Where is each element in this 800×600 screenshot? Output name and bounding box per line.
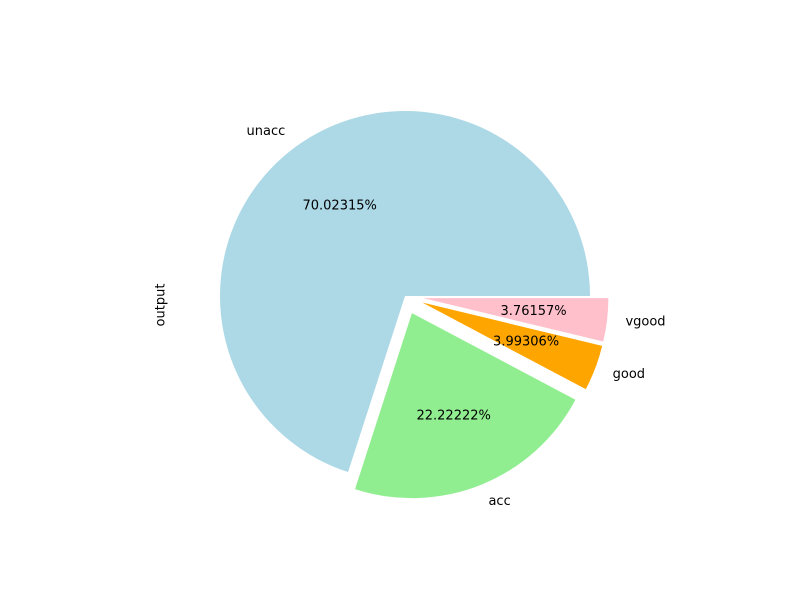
- slice-percent-label-acc: 22.22222%: [416, 408, 490, 423]
- slice-percent-label-good: 3.99306%: [493, 334, 559, 349]
- pie-slices: [220, 111, 609, 499]
- y-axis-label: output: [154, 284, 169, 327]
- slice-category-label-acc: acc: [488, 494, 510, 509]
- pie-slice-vgood: [423, 298, 609, 342]
- slice-percent-label-unacc: 70.02315%: [302, 199, 376, 214]
- pie-slice-acc: [355, 313, 576, 499]
- pie-labels: 70.02315% unacc 22.22222% acc 3.99306% good 3.…: [247, 124, 666, 509]
- pie-slice-unacc: [220, 111, 591, 473]
- pie-slice-good: [422, 302, 603, 390]
- slice-category-label-vgood: vgood: [625, 315, 665, 330]
- slice-category-label-good: good: [613, 367, 645, 382]
- slice-percent-label-vgood: 3.76157%: [501, 304, 567, 319]
- slice-category-label-unacc: unacc: [247, 124, 286, 139]
